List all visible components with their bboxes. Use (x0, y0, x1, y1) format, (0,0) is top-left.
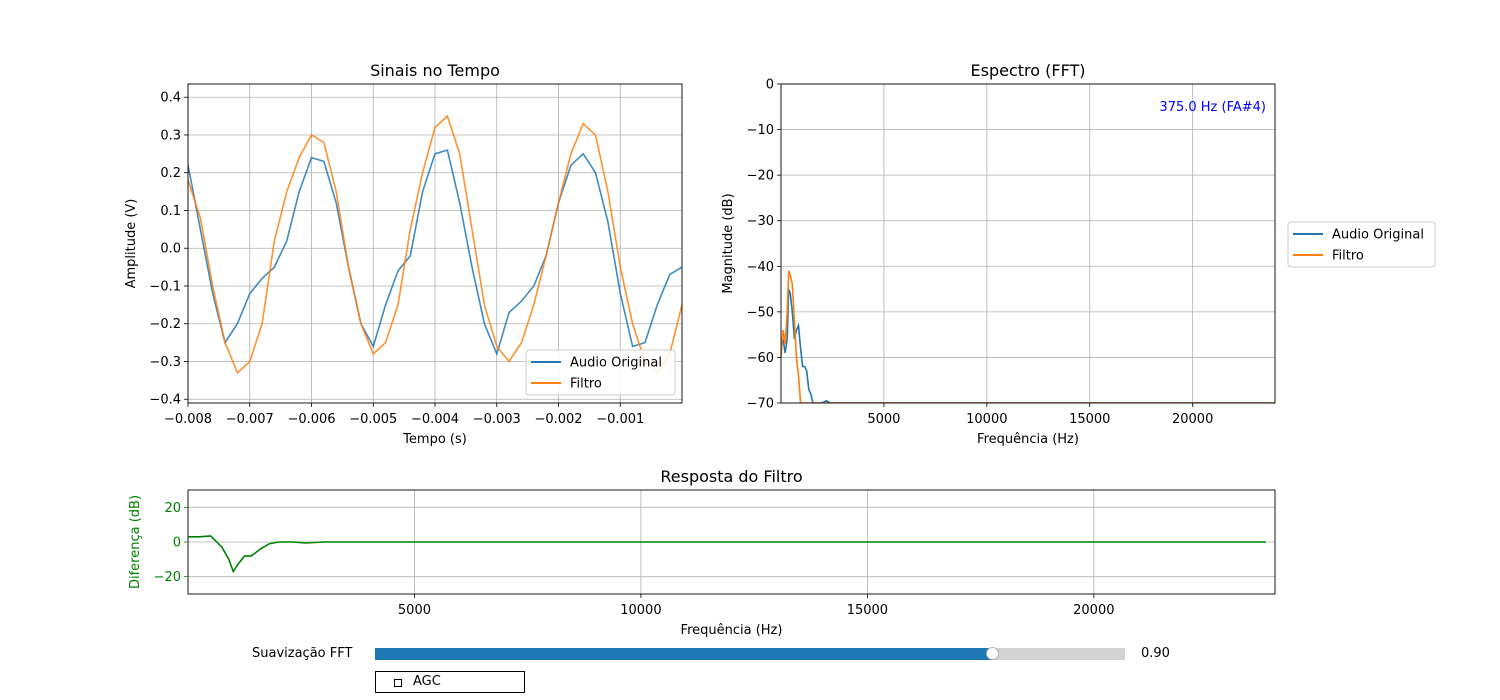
time-legend-label: Audio Original (570, 356, 662, 371)
agc-checkbox[interactable] (394, 679, 402, 687)
fft-ytick-label: −70 (747, 397, 774, 412)
time-ytick-label: −0.1 (149, 279, 181, 294)
fft-xtick-label: 20000 (1172, 412, 1213, 427)
time-series-filtro-line (188, 114, 682, 375)
resp-title: Resposta do Filtro (660, 467, 802, 486)
fft-xtick-label: 15000 (1069, 412, 1110, 427)
fft-legend-label: Filtro (1332, 249, 1364, 264)
fft-legend (1287, 221, 1436, 268)
time-axes (184, 83, 683, 407)
resp-series-diferenca-line (188, 535, 1266, 574)
slider-handle[interactable] (985, 647, 999, 660)
time-xtick-label: −0.002 (534, 412, 582, 427)
resp-xlabel: Frequência (Hz) (681, 623, 783, 638)
fft-xlabel: Frequência (Hz) (977, 432, 1079, 447)
time-title: Sinais no Tempo (370, 61, 500, 80)
time-xtick-label: −0.008 (164, 412, 212, 427)
fft-ytick-label: −60 (747, 351, 774, 366)
resp-axes (184, 489, 1276, 598)
resp-xtick-label: 5000 (398, 603, 431, 618)
fft-ytick-label: −20 (747, 169, 774, 184)
time-xtick-label: −0.005 (349, 412, 397, 427)
time-ytick-label: −0.2 (149, 317, 181, 332)
resp-xtick-label: 10000 (620, 603, 661, 618)
fft-ytick-label: −40 (747, 260, 774, 275)
time-ytick-label: 0.3 (160, 128, 181, 143)
fft-series-filtro-line (781, 270, 1275, 403)
smoothing-slider-label: Suavização FFT (252, 646, 353, 661)
fft-legend-box (1287, 221, 1436, 268)
agc-checkbox-panel[interactable]: AGC (375, 671, 525, 693)
time-xtick-label: −0.001 (596, 412, 644, 427)
resp-xtick-label: 20000 (1073, 603, 1114, 618)
agc-checkbox-label: AGC (413, 674, 441, 689)
slider-fill (375, 648, 992, 660)
resp-ytick-label: 0 (173, 536, 181, 551)
smoothing-slider-value: 0.90 (1141, 646, 1170, 661)
resp-ytick-label: −20 (154, 570, 181, 585)
resp-ytick-label: 20 (164, 501, 181, 516)
fft-xtick-label: 10000 (966, 412, 1007, 427)
time-xtick-label: −0.006 (287, 412, 335, 427)
time-legend-label: Filtro (570, 377, 602, 392)
time-legend-box (525, 349, 676, 396)
time-xlabel: Tempo (s) (402, 432, 467, 447)
fft-plot-frame (780, 83, 1276, 404)
resp-xtick-label: 15000 (847, 603, 888, 618)
time-ytick-label: 0.4 (160, 91, 181, 106)
resp-ylabel: Diferença (dB) (128, 495, 143, 589)
fft-series-audio-original-line (781, 288, 1275, 403)
time-ytick-label: −0.3 (149, 355, 181, 370)
time-legend (525, 349, 676, 396)
time-ylabel: Amplitude (V) (124, 199, 139, 289)
fft-ytick-label: −50 (747, 305, 774, 320)
fft-legend-label: Audio Original (1332, 228, 1424, 243)
time-xtick-label: −0.004 (411, 412, 459, 427)
fft-ytick-label: −10 (747, 123, 774, 138)
fft-ytick-label: −30 (747, 214, 774, 229)
time-xtick-label: −0.003 (473, 412, 521, 427)
time-ytick-label: 0.0 (160, 242, 181, 257)
fft-ylabel: Magnitude (dB) (721, 193, 736, 293)
fft-title: Espectro (FFT) (971, 61, 1086, 80)
fft-xtick-label: 5000 (867, 412, 900, 427)
time-ytick-label: 0.1 (160, 204, 181, 219)
time-xtick-label: −0.007 (226, 412, 274, 427)
fft-ytick-label: 0 (766, 78, 774, 93)
time-ytick-label: −0.4 (149, 393, 181, 408)
time-ytick-label: 0.2 (160, 166, 181, 181)
fft-axes (777, 83, 1436, 407)
smoothing-slider[interactable] (375, 647, 1125, 660)
fft-peak-annotation: 375.0 Hz (FA#4) (1159, 100, 1266, 115)
